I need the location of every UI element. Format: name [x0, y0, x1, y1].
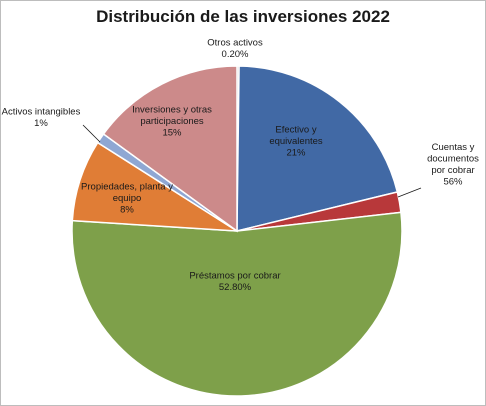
pie-slice-6	[102, 65, 238, 233]
slice-label-line: equivalentes	[269, 136, 323, 147]
slice-label-5: Activos intangibles 1%	[2, 106, 81, 129]
slice-label-line: Efectivo y	[275, 125, 316, 136]
slice-label-line: 0.20%	[222, 49, 249, 60]
slice-label-0: Otros activos 0.20%	[207, 37, 263, 60]
slice-label-2: Cuentas y documentos por cobrar 56%	[427, 142, 479, 188]
slice-label-line: Otros activos	[207, 37, 263, 48]
slice-label-line: 1%	[34, 118, 48, 129]
pie-slice-1	[236, 65, 399, 232]
slice-label-line: Cuentas y	[432, 142, 475, 153]
slice-label-line: 21%	[286, 148, 306, 159]
slice-label-line: por cobrar	[431, 165, 474, 176]
leader-line-5	[82, 124, 101, 143]
chart-title: Distribución de las inversiones 2022	[96, 7, 390, 26]
slice-label-line: 15%	[162, 128, 182, 139]
pie-slice-3	[71, 211, 403, 397]
slice-label-line: Préstamos por cobrar	[189, 270, 280, 281]
slice-label-line: participaciones	[140, 116, 204, 127]
slice-label-line: 56%	[443, 176, 463, 187]
slice-label-line: Activos intangibles	[2, 106, 81, 117]
slice-label-line: Inversiones y otras	[132, 105, 212, 116]
slice-label-line: Propiedades, planta y	[81, 182, 173, 193]
slice-label-4: Propiedades, planta y equipo 8%	[81, 182, 173, 216]
slice-label-1: Efectivo y equivalentes 21%	[269, 125, 323, 159]
slice-label-line: documentos	[427, 153, 479, 164]
leader-line-2	[397, 187, 422, 198]
slice-label-6: Inversiones y otras participaciones 15%	[132, 105, 212, 139]
slice-label-line: 8%	[120, 205, 134, 216]
slice-label-3: Préstamos por cobrar 52.80%	[189, 270, 280, 293]
slice-label-line: 52.80%	[219, 282, 252, 293]
slice-label-line: equipo	[113, 193, 142, 204]
